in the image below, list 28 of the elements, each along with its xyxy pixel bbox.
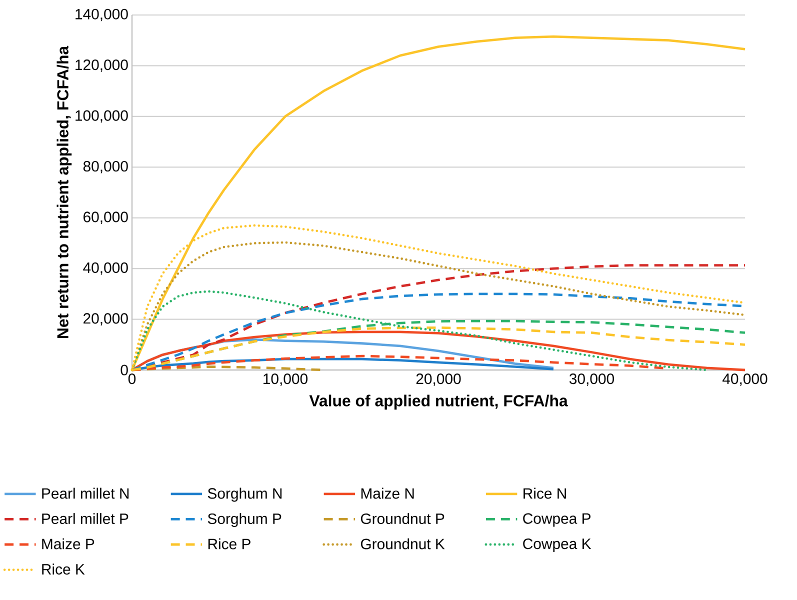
y-axis-title: Net return to nutrient applied, FCFA/ha (56, 46, 72, 338)
legend-label: Rice N (524, 488, 566, 499)
x-tick-label: 20,000 (416, 374, 461, 386)
x-axis-title: Value of applied nutrient, FCFA/ha (309, 394, 568, 410)
x-tick-label: 0 (128, 374, 136, 384)
legend-label: Cowpea P (523, 513, 590, 527)
legend-label: Pearl millet P (42, 513, 128, 524)
x-tick-label: 10,000 (264, 374, 308, 386)
y-tick-label: 20,000 (84, 313, 128, 326)
y-tick-label: 100,000 (76, 110, 128, 123)
y-tick-label: 140,000 (76, 8, 128, 22)
legend-label: Maize P (42, 538, 94, 550)
legend-label: Sorghum N (208, 488, 282, 502)
y-tick-label: 120,000 (76, 60, 128, 72)
legend-label: Groundnut K (360, 538, 445, 550)
legend-label: Rice P (208, 538, 250, 550)
y-tick-label: 40,000 (83, 262, 128, 275)
y-tick-label: 80,000 (83, 160, 128, 174)
x-tick-label: 40,000 (722, 374, 768, 386)
legend-label: Sorghum P (208, 513, 282, 527)
legend-label: Groundnut P (360, 513, 444, 524)
x-tick-label: 30,000 (569, 374, 614, 386)
y-tick-label: 60,000 (84, 212, 128, 224)
legend-label: Rice K (42, 564, 85, 575)
y-tick-label: 0 (120, 364, 128, 376)
legend-label: Pearl millet N (42, 488, 129, 499)
legend-label: Cowpea K (523, 538, 592, 552)
legend-label: Maize N (361, 488, 414, 499)
